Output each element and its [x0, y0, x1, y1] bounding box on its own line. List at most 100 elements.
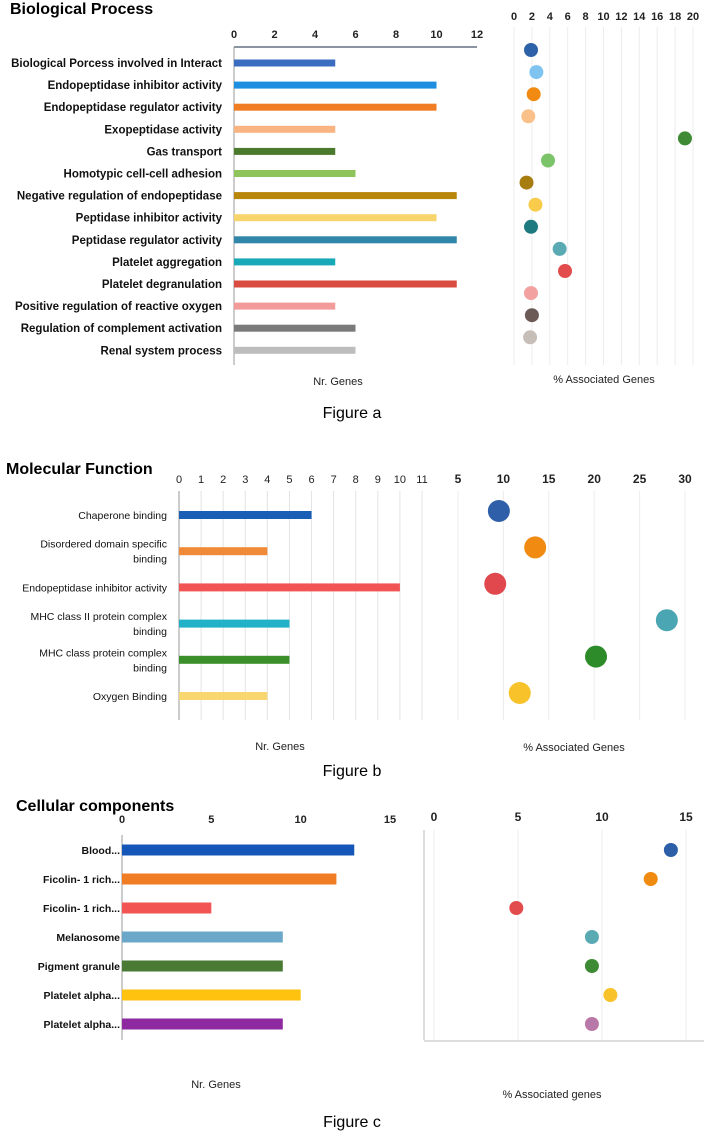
figure-c-category-label: Platelet alpha... — [44, 990, 121, 1002]
figure-b-scatter-point — [524, 536, 547, 559]
figure-c-bar-axis-title: Nr. Genes — [191, 1079, 241, 1091]
figure-c-bar-chart: 0 5 10 15 Blood... Ficolin- 1 rich... Ficolin-… — [38, 814, 396, 1091]
figure-b-bar — [179, 655, 290, 664]
figure-a-scatter-point — [524, 219, 539, 234]
figure-a-scatter-point — [526, 87, 541, 102]
figure-b-bar-tick-label: 3 — [242, 474, 248, 486]
figure-a-scatter-point — [521, 109, 536, 124]
figure-a-scatter-point — [524, 286, 539, 301]
figure-a-bar — [234, 324, 356, 332]
figure-c-section-title: Cellular components — [16, 798, 174, 815]
figure-a-bar-tick-label: 10 — [430, 29, 442, 41]
figure-a-scatter-tick-label: 18 — [669, 11, 681, 23]
figure-a-scatter-point — [528, 197, 543, 212]
figure-a-scatter-tick-label: 20 — [687, 11, 699, 23]
figure-b-category-label: MHC class protein complex — [39, 647, 168, 659]
figure-a-scatter-tick-label: 10 — [597, 11, 609, 23]
figure-a-bar-tick-label: 2 — [271, 29, 277, 41]
figure-b-scatter-tick-label: 20 — [588, 472, 602, 486]
figure-a-bar-chart: 0 2 4 6 8 10 12 Biological Porcess involved in … — [11, 29, 483, 388]
figure-a-bar — [234, 147, 336, 155]
figure-a-scatter-tick-label: 4 — [547, 11, 554, 23]
figure-c-bar-tick-label: 0 — [119, 814, 125, 826]
figure-c-bar-tick-label: 15 — [384, 814, 396, 826]
figure-a-scatter-point — [524, 43, 539, 57]
figure-b-bar-tick-label: 9 — [375, 474, 381, 486]
figure-b-bar-tick-label: 4 — [264, 474, 270, 486]
figure-a-category-label: Negative regulation of endopeptidase — [17, 191, 222, 203]
figure-c-scatter-axis-title: % Associated genes — [502, 1089, 602, 1101]
figure-a-category-label: Exopeptidase activity — [104, 124, 222, 136]
figure-a-bar — [234, 192, 457, 200]
figure-b-bar-axis-title: Nr. Genes — [255, 741, 305, 753]
figure-b-category-label: binding — [133, 626, 167, 638]
figure-b-bar — [179, 692, 268, 700]
figure-b-scatter-point — [655, 609, 678, 632]
figure-b-category-label: binding — [133, 662, 167, 674]
figure-b-bar-chart: 0 1 2 3 4 5 6 7 8 9 10 11 Chaperone binding Disordere… — [22, 474, 427, 753]
figure-a-caption: Figure a — [323, 405, 382, 422]
figure-b-category-label: Endopeptidase inhibitor activity — [22, 582, 168, 594]
figure-b-caption: Figure b — [323, 763, 382, 780]
figure-b-bar-tick-label: 8 — [353, 474, 359, 486]
figure-c-caption: Figure c — [323, 1114, 381, 1131]
figure-c-scatter-tick-label: 10 — [595, 810, 609, 824]
figure-a-category-label: Endopeptidase inhibitor activity — [48, 80, 223, 92]
figure-a-bar — [234, 125, 336, 133]
figure-c-bar — [122, 931, 283, 943]
figure-a-category-label: Endopeptidase regulator activity — [44, 102, 223, 114]
figure-c: Cellular components 0 5 10 15 Blood... Ficoli… — [16, 798, 704, 1131]
figure-c-bar — [122, 960, 283, 972]
figure-c-scatter-point — [603, 988, 618, 1002]
figure-b-bar — [179, 547, 268, 556]
figure-a-bar-tick-label: 12 — [471, 29, 483, 41]
figure-c-scatter-tick-label: 5 — [515, 810, 522, 824]
figure-a-bar — [234, 214, 437, 222]
figure-c-category-label: Ficolin- 1 rich... — [43, 874, 120, 886]
figure-a-scatter-point — [524, 308, 539, 323]
figure-b-scatter-point — [585, 645, 608, 668]
figure-a-scatter-chart: 0 2 4 6 8 10 12 14 16 18 20 % Associated Genes — [511, 11, 699, 386]
figure-a-scatter-point — [519, 175, 534, 190]
figure-a-bar-tick-label: 6 — [352, 29, 358, 41]
figure-b: Molecular Function 0 1 2 3 4 5 6 7 8 9 10 11 Chapero… — [6, 461, 692, 780]
figure-c-category-label: Blood... — [82, 845, 121, 857]
figure-a-scatter-point — [529, 65, 544, 80]
figure-a-category-label: Homotypic cell-cell adhesion — [64, 169, 222, 181]
figure-b-scatter-axis-title: % Associated Genes — [523, 742, 625, 754]
figure-b-bar-tick-label: 0 — [176, 474, 182, 486]
figure-a-bar-axis-title: Nr. Genes — [313, 376, 363, 388]
figure-b-bar-tick-label: 10 — [394, 474, 406, 486]
figure-c-bar-tick-label: 5 — [208, 814, 214, 826]
figure-c-scatter-point — [663, 843, 678, 857]
figure-a-scatter-tick-label: 16 — [651, 11, 663, 23]
figure-a-bar — [234, 280, 457, 288]
figure-a-bar — [234, 81, 437, 89]
figure-b-scatter-tick-label: 10 — [497, 472, 511, 486]
figure-b-bar-tick-label: 11 — [416, 474, 427, 486]
figure-b-category-label: Chaperone binding — [78, 510, 167, 522]
figure-a-scatter-point — [523, 330, 538, 345]
figure-a-scatter-point — [552, 241, 567, 256]
figure-c-bar — [122, 844, 355, 856]
figure-c-bar — [122, 989, 301, 1001]
figure-c-scatter-point — [584, 930, 599, 944]
figure-c-scatter-tick-label: 0 — [431, 810, 438, 824]
figure-b-category-label: Disordered domain specific — [40, 539, 167, 551]
figure-b-bar-tick-label: 6 — [308, 474, 314, 486]
figure-a-bar — [234, 103, 437, 111]
figure-b-section-title: Molecular Function — [6, 461, 153, 478]
figure-a-category-label: Peptidase regulator activity — [72, 235, 223, 247]
figure-a-bar — [234, 59, 336, 67]
figure-c-category-label: Melanosome — [56, 932, 120, 944]
figure-b-bar-tick-label: 7 — [331, 474, 337, 486]
figure-a-bar — [234, 302, 336, 310]
figure-a-bar-tick-label: 0 — [231, 29, 237, 41]
figure-a-category-label: Peptidase inhibitor activity — [76, 213, 223, 225]
figure-a-category-label: Platelet aggregation — [112, 257, 222, 269]
figure-a-section-title: Biological Process — [10, 1, 153, 18]
figure-a-category-label: Positive regulation of reactive oxygen — [15, 301, 222, 313]
figure-c-scatter-point — [584, 959, 599, 973]
